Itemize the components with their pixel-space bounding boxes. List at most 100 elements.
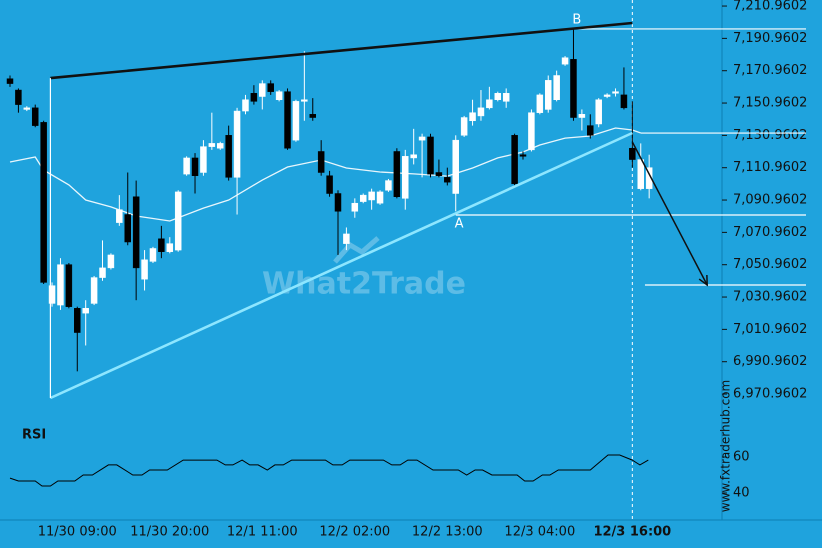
- candle-body: [561, 57, 569, 65]
- candle-body: [174, 191, 182, 251]
- candle-body: [15, 89, 22, 105]
- candle-body: [511, 135, 518, 185]
- candle-body: [217, 143, 224, 149]
- candle-body: [23, 107, 31, 110]
- candle-body: [376, 191, 384, 204]
- candle-body: [368, 191, 375, 201]
- candle-body: [301, 99, 308, 102]
- candle-body: [141, 259, 148, 280]
- candle-body: [82, 308, 89, 314]
- candle-body: [309, 114, 317, 118]
- watermark-logo: [333, 236, 380, 264]
- pattern-line: [49, 131, 633, 400]
- candle-body: [90, 277, 98, 304]
- y-tick-label: 7,190.9602: [733, 31, 807, 46]
- candle-body: [393, 151, 401, 197]
- candle-body: [317, 151, 325, 173]
- candle-body: [612, 91, 619, 94]
- candle-body: [359, 194, 367, 202]
- candle-body: [132, 196, 140, 269]
- candle-body: [334, 193, 342, 212]
- arrow-head: [698, 274, 708, 287]
- candle-body: [275, 91, 283, 100]
- x-tick-label: 11/30 20:00: [130, 525, 209, 540]
- candle-body: [603, 94, 611, 97]
- candle-body: [74, 308, 81, 333]
- candle-body: [326, 175, 333, 194]
- candle-body: [444, 177, 451, 183]
- candle-body: [65, 264, 73, 307]
- candle-body: [99, 267, 106, 278]
- candle-body: [460, 117, 468, 136]
- candle-body: [158, 238, 165, 252]
- y-tick-label: 7,210.9602: [733, 0, 807, 14]
- y-tick-label: 7,150.9602: [733, 96, 807, 111]
- candle-body: [107, 254, 115, 269]
- candle-body: [351, 202, 359, 212]
- candle-body: [620, 94, 628, 109]
- candle-body: [250, 93, 258, 102]
- candle-body: [124, 214, 131, 243]
- rsi-line: [9, 454, 649, 487]
- y-tick-label: 7,070.9602: [733, 225, 807, 240]
- y-tick-label: 6,970.9602: [733, 387, 807, 402]
- candle-body: [57, 264, 64, 306]
- candle-body: [31, 107, 39, 126]
- candle-body: [292, 101, 300, 141]
- candle-body: [40, 122, 47, 283]
- candle-body: [166, 243, 174, 252]
- candle-body: [410, 154, 417, 159]
- candle-body: [637, 159, 644, 189]
- candle-body: [494, 93, 502, 100]
- candle-body: [578, 114, 586, 118]
- candle-body: [427, 136, 434, 175]
- candle-body: [259, 83, 266, 97]
- candle-body: [402, 156, 409, 199]
- candle-body: [452, 139, 459, 194]
- candle-body: [183, 157, 190, 175]
- candle-body: [284, 91, 291, 149]
- candle-body: [570, 59, 577, 118]
- point-label: A: [455, 217, 464, 232]
- y-tick-label: 7,130.9602: [733, 128, 807, 143]
- candle-body: [233, 110, 241, 178]
- y-tick-label: 7,090.9602: [733, 193, 807, 208]
- candle-body: [587, 125, 594, 136]
- x-tick-label: 11/30 09:00: [38, 525, 117, 540]
- candle-body: [544, 80, 552, 110]
- candle-body: [116, 209, 123, 223]
- pattern-line: [50, 21, 633, 80]
- candle-body: [477, 107, 485, 117]
- candle-body: [486, 99, 493, 109]
- candle-body: [343, 233, 350, 244]
- candle-body: [225, 135, 232, 178]
- candle-body: [208, 143, 216, 147]
- y-tick-label: 7,110.9602: [733, 160, 807, 175]
- watermark-icon: [333, 236, 380, 264]
- point-label: B: [572, 13, 581, 28]
- watermark: What2Trade: [262, 267, 466, 302]
- candle-body: [595, 99, 602, 125]
- forecast-arrow: [631, 141, 708, 286]
- candle-body: [385, 180, 392, 191]
- y-tick-label: 7,170.9602: [733, 63, 807, 78]
- candle-body: [48, 285, 56, 304]
- candle-body: [519, 154, 527, 157]
- candle-body: [553, 75, 560, 100]
- candle-body: [6, 78, 14, 84]
- candle-body: [435, 172, 443, 176]
- rsi-title: RSI: [22, 428, 46, 443]
- x-tick-label: 12/3 16:00: [593, 525, 671, 540]
- source: www.fxtraderhub.com: [719, 380, 733, 512]
- x-tick-label: 12/2 13:00: [412, 525, 483, 540]
- candle-body: [536, 94, 544, 113]
- y-tick-label: 7,050.9602: [733, 257, 807, 272]
- candle-body: [200, 146, 207, 173]
- rsi-tick-label: 40: [733, 486, 750, 501]
- candle-body: [502, 93, 510, 102]
- candle-body: [645, 167, 653, 189]
- candle-body: [242, 99, 249, 112]
